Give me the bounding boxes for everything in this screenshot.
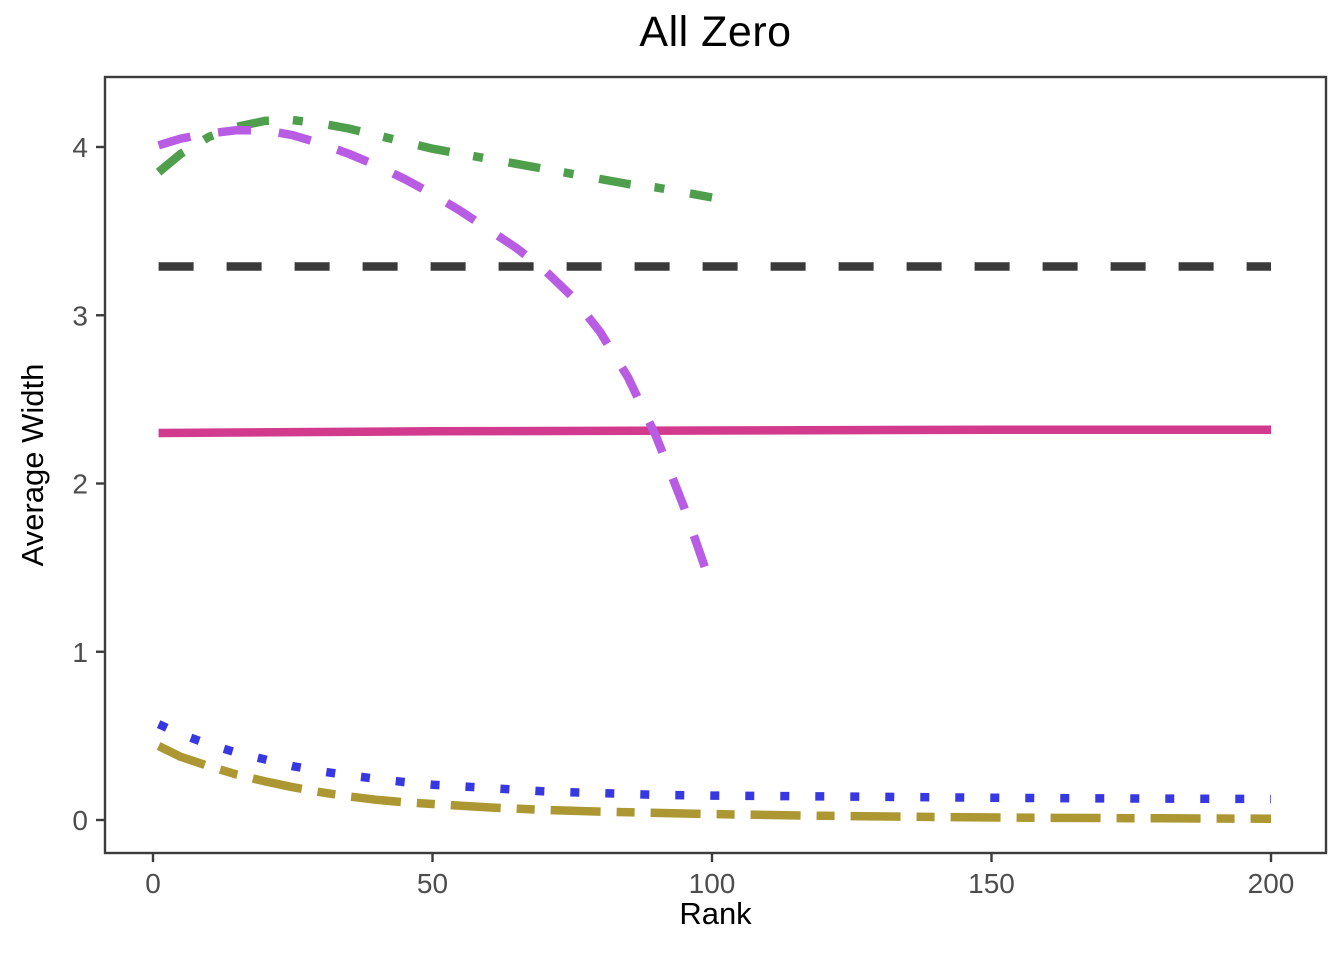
panel-border — [103, 75, 1328, 855]
x-tick-label-150: 150 — [968, 868, 1015, 899]
series-line-olive-twodash — [156, 742, 1272, 823]
y-tick-label-4: 4 — [72, 132, 88, 163]
y-tick-label-2: 2 — [72, 469, 88, 500]
chart-title: All Zero — [639, 8, 792, 56]
series-line-green-dotdash — [155, 115, 713, 202]
y-tick-label-0: 0 — [72, 805, 88, 836]
y-tick-label-1: 1 — [72, 637, 88, 668]
x-tick-label-50: 50 — [417, 868, 448, 899]
series-line-blue-dotted — [156, 720, 1272, 804]
x-tick-label-100: 100 — [689, 868, 736, 899]
series-line-purple-longdash — [157, 125, 717, 590]
y-tick-label-3: 3 — [72, 300, 88, 331]
x-tick-label-200: 200 — [1248, 868, 1295, 899]
series-line-pink-solid-constant — [158, 425, 1271, 438]
x-tick-label-0: 0 — [145, 868, 161, 899]
x-axis-title: Rank — [679, 896, 752, 931]
